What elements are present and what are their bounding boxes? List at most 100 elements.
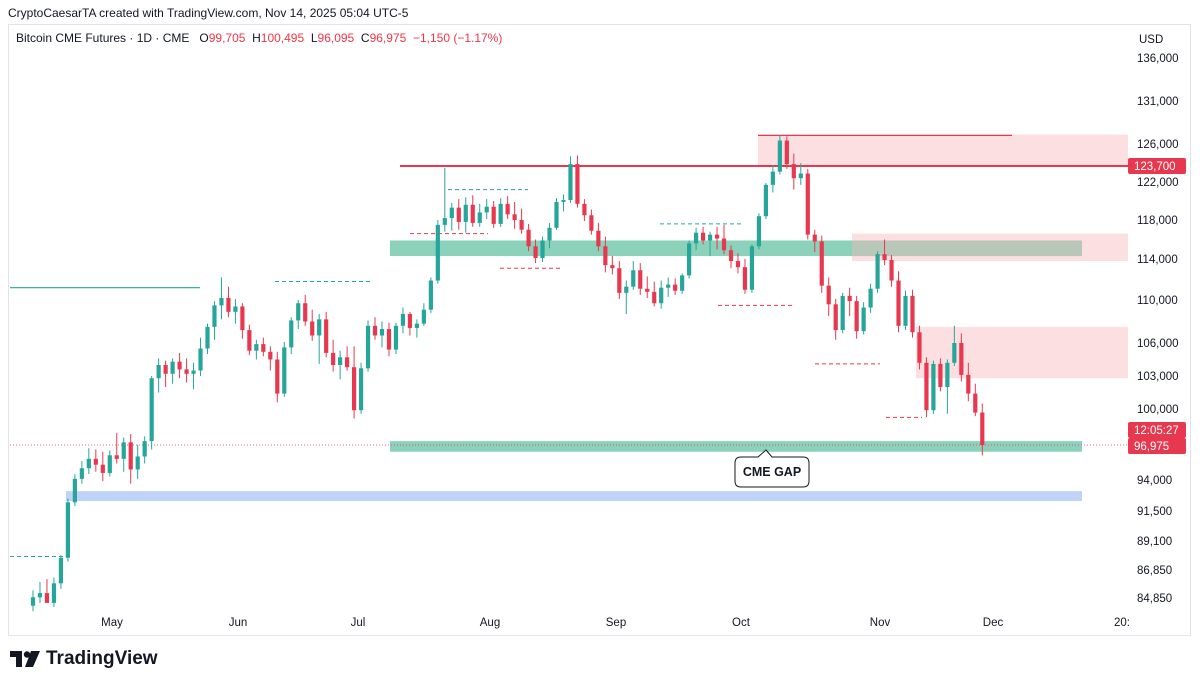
- candle-body: [931, 363, 936, 411]
- symbol-info-bar: Bitcoin CME Futures · 1D · CME O99,705 H…: [16, 31, 502, 45]
- candle-body: [512, 214, 517, 220]
- candle-body: [149, 378, 154, 442]
- countdown-tag-bg: [1128, 422, 1186, 438]
- candle-body: [673, 284, 678, 291]
- candle-body: [959, 343, 964, 375]
- candle-body: [728, 250, 734, 262]
- time-axis: May Jun Jul Aug Sep Oct Nov Dec 20:: [101, 617, 1130, 629]
- price-tick-label: 106,000: [1137, 338, 1179, 350]
- candle-body: [589, 215, 594, 231]
- callout-box: [734, 449, 810, 488]
- candle-body: [631, 270, 636, 287]
- candle-body: [854, 301, 859, 332]
- candle-body: [770, 171, 775, 185]
- ohlc-close-value: 96,975: [369, 31, 407, 45]
- candle-body: [533, 246, 538, 259]
- candle-body: [659, 287, 664, 304]
- candle-body: [694, 232, 699, 244]
- candle-body: [205, 326, 210, 349]
- candle-body: [505, 203, 510, 215]
- candle-body: [805, 173, 810, 235]
- candle-body: [184, 369, 189, 374]
- candle-body: [449, 207, 454, 219]
- candle-body: [847, 295, 852, 302]
- candle-body: [973, 393, 978, 413]
- candle-body: [240, 306, 245, 331]
- price-tick-label: 91,500: [1137, 506, 1172, 518]
- candle-body: [463, 204, 468, 222]
- candle-body: [840, 295, 845, 331]
- candle-body: [58, 557, 64, 584]
- price-tick-label: 126,000: [1137, 139, 1179, 151]
- candle-body: [30, 597, 36, 606]
- candle-body: [714, 234, 720, 239]
- cme-gap-callout: CME GAP: [734, 449, 810, 488]
- candle-body: [666, 284, 671, 288]
- candle-body: [358, 368, 364, 411]
- time-tick-label: Dec: [983, 617, 1004, 629]
- candle-body: [826, 285, 831, 305]
- line-layer: [10, 134, 1128, 557]
- price-tick-label: 131,000: [1137, 96, 1179, 108]
- candle-body: [72, 478, 77, 503]
- candle-body: [51, 583, 57, 603]
- candle-body: [107, 455, 112, 473]
- candle-body: [645, 288, 650, 292]
- candle-body: [875, 254, 880, 289]
- candle-body: [896, 280, 901, 326]
- candle-body: [268, 351, 273, 360]
- candle-body: [100, 464, 105, 473]
- candle-body: [135, 456, 140, 470]
- candle-body: [582, 203, 587, 216]
- price-tick-label: 114,000: [1137, 254, 1178, 266]
- candle-body: [393, 325, 399, 350]
- candle-body: [833, 304, 838, 331]
- price-tick-label: 100,000: [1137, 404, 1179, 416]
- symbol-name[interactable]: Bitcoin CME Futures · 1D · CME: [16, 31, 190, 45]
- candle-body: [547, 227, 552, 241]
- time-tick-label: Oct: [732, 617, 751, 629]
- candle-body: [407, 313, 413, 328]
- candle-body: [233, 306, 238, 312]
- candle-body: [303, 303, 308, 322]
- candle-body: [568, 164, 573, 201]
- zone-layer: [66, 134, 1128, 502]
- tradingview-logo[interactable]: TradingView: [10, 648, 158, 670]
- candle-body: [310, 321, 315, 336]
- ohlc-low-label: L: [310, 31, 318, 45]
- price-tick-label: 94,000: [1137, 475, 1172, 487]
- time-tick-label: Sep: [606, 617, 626, 629]
- price-tick-label: 122,000: [1137, 177, 1179, 189]
- candle-body: [351, 367, 357, 411]
- candle-body: [198, 348, 203, 371]
- time-tick-label: 20:: [1114, 617, 1130, 629]
- tradingview-logo-icon: [10, 651, 40, 667]
- candle-body: [756, 216, 762, 247]
- resistance-price-tag-bg: [1128, 158, 1186, 174]
- candle-body: [212, 305, 217, 327]
- candle-body: [421, 309, 426, 324]
- ohlc-high-value: 100,495: [260, 31, 305, 45]
- candle-body: [331, 352, 336, 365]
- tradingview-wordmark: TradingView: [46, 648, 158, 669]
- candle-body: [379, 329, 385, 336]
- price-axis[interactable]: USD 136,000 131,000 126,000 122,000 118,000 1…: [1128, 34, 1186, 605]
- candle-body: [889, 260, 894, 281]
- candle-body: [526, 229, 531, 247]
- candle-body: [798, 173, 803, 179]
- candle-body: [93, 458, 98, 465]
- candle-body: [624, 286, 629, 293]
- candle-body: [966, 374, 971, 394]
- candle-body: [735, 261, 741, 268]
- candle-body: [163, 365, 168, 374]
- price-tick-label: 86,850: [1137, 565, 1172, 577]
- candle-body: [812, 234, 817, 242]
- candle-body: [414, 323, 419, 328]
- candle-body: [596, 230, 601, 247]
- cme-gap-label: CME GAP: [743, 465, 801, 479]
- currency-label: USD: [1139, 34, 1163, 46]
- ohlc-low-value: 96,095: [317, 31, 355, 45]
- candle-body: [575, 164, 580, 204]
- candle-body: [777, 140, 782, 172]
